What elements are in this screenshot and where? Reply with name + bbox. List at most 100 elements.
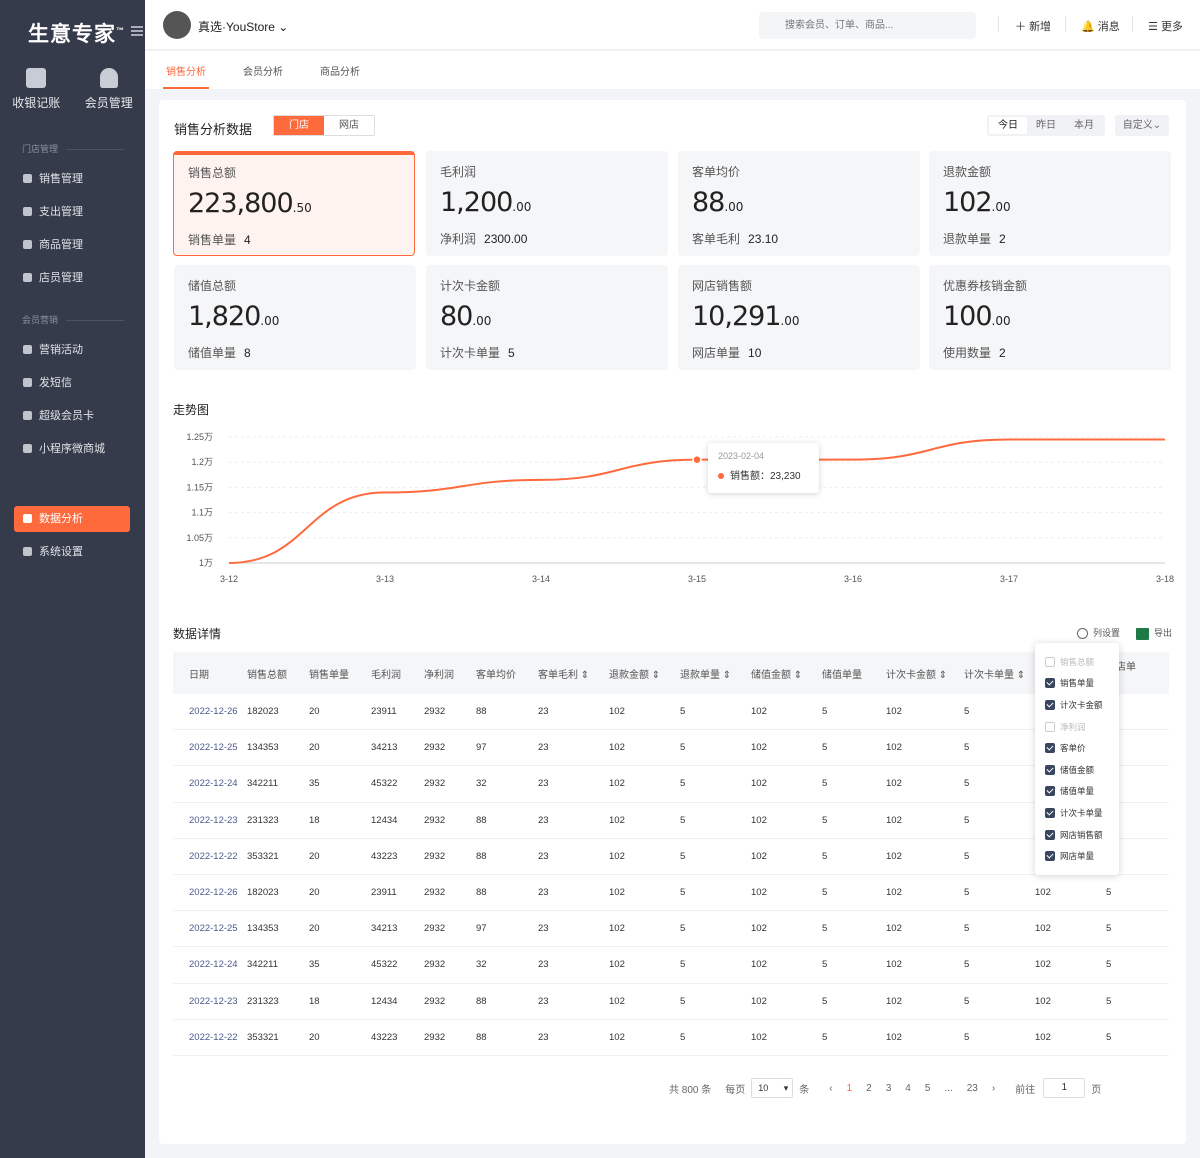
- search-input[interactable]: [759, 12, 976, 39]
- table-cell: 102: [609, 706, 625, 718]
- checkbox-icon[interactable]: [1045, 678, 1055, 689]
- table-cell: 43223: [371, 1031, 398, 1043]
- page-number[interactable]: 23: [966, 1082, 978, 1094]
- sidebar-item-sms[interactable]: 发短信: [14, 370, 130, 396]
- checkbox-icon[interactable]: [1045, 807, 1055, 818]
- column-option[interactable]: 客单价: [1045, 737, 1109, 759]
- stat-card[interactable]: 网店销售额 10,291.00 网店单量 10: [678, 265, 920, 370]
- checkbox-icon[interactable]: [1045, 851, 1055, 862]
- sidebar-item-sales[interactable]: 销售管理: [14, 166, 130, 192]
- messages-button[interactable]: 🔔 消息: [1081, 21, 1120, 33]
- column-header[interactable]: 退款单量 ⇕: [680, 669, 732, 681]
- page-number[interactable]: 3: [885, 1082, 892, 1094]
- sidebar-top-nav: 收银记账 会员管理: [0, 68, 145, 111]
- table-cell: 88: [476, 995, 487, 1007]
- next-page-button[interactable]: ›: [991, 1082, 996, 1094]
- table-cell: 102: [609, 742, 625, 754]
- sidebar-item-products[interactable]: 商品管理: [14, 232, 130, 258]
- sidebar-item-expense[interactable]: 支出管理: [14, 199, 130, 225]
- page-number[interactable]: 5: [924, 1082, 931, 1094]
- table-cell: 134353: [247, 923, 279, 935]
- table-cell: 5: [680, 850, 686, 862]
- column-settings-button[interactable]: 列设置: [1077, 626, 1120, 640]
- column-header[interactable]: 计次卡单量 ⇕: [964, 669, 1026, 681]
- sidebar-item-settings[interactable]: 系统设置: [14, 539, 130, 565]
- page-size-select[interactable]: 10 ▾: [751, 1078, 794, 1098]
- column-option[interactable]: 计次卡金额: [1045, 694, 1109, 716]
- column-option[interactable]: 网店销售额: [1045, 824, 1109, 846]
- channel-store[interactable]: 门店: [274, 116, 324, 135]
- stat-card[interactable]: 销售总额 223,800.50 销售单量 4: [173, 151, 415, 256]
- page-ellipsis[interactable]: ...: [944, 1082, 953, 1094]
- goto-page-input[interactable]: 1: [1043, 1078, 1086, 1098]
- table-cell: 20: [309, 850, 320, 862]
- prev-page-button[interactable]: ‹: [829, 1082, 833, 1094]
- sidebar-item-mini-shop[interactable]: 小程序微商城: [14, 436, 130, 462]
- x-tick-label: 3-18: [1156, 574, 1174, 584]
- column-option[interactable]: 储值单量: [1045, 781, 1109, 803]
- range-month[interactable]: 本月: [1074, 120, 1094, 131]
- checkbox-icon[interactable]: [1045, 656, 1055, 667]
- custom-range-dropdown[interactable]: 自定义⌄: [1115, 115, 1169, 136]
- more-button[interactable]: ☰ 更多: [1148, 21, 1183, 33]
- column-option[interactable]: 销售总额: [1045, 651, 1109, 673]
- sidebar-item-staff[interactable]: 店员管理: [14, 265, 130, 291]
- sidebar-item-analytics[interactable]: 数据分析: [14, 506, 130, 532]
- range-today[interactable]: 今日: [989, 117, 1027, 134]
- tab-member-analysis[interactable]: 会员分析: [243, 67, 283, 78]
- table-cell: 5: [680, 706, 686, 718]
- column-option[interactable]: 净利润: [1045, 716, 1109, 738]
- stat-card[interactable]: 储值总额 1,820.00 储值单量 8: [174, 265, 416, 370]
- checkbox-icon[interactable]: [1045, 764, 1055, 775]
- column-header[interactable]: 客单毛利 ⇕: [538, 669, 590, 681]
- column-option[interactable]: 销售单量: [1045, 673, 1109, 695]
- checkbox-icon[interactable]: [1045, 829, 1055, 840]
- table-cell: 23911: [371, 887, 397, 899]
- range-yesterday[interactable]: 昨日: [1036, 120, 1056, 131]
- tab-product-analysis[interactable]: 商品分析: [320, 67, 360, 78]
- column-option[interactable]: 计次卡单量: [1045, 802, 1109, 824]
- checkbox-icon[interactable]: [1045, 721, 1055, 732]
- checkbox-icon[interactable]: [1045, 743, 1055, 754]
- checkbox-icon[interactable]: [1045, 699, 1055, 710]
- menu-collapse-icon[interactable]: [131, 26, 143, 36]
- stat-card[interactable]: 计次卡金额 80.00 计次卡单量 5: [426, 265, 668, 370]
- checkbox-icon[interactable]: [1045, 786, 1055, 797]
- sidebar-item-vip-card[interactable]: 超级会员卡: [14, 403, 130, 429]
- column-header[interactable]: 退款金额 ⇕: [609, 669, 661, 681]
- page-number[interactable]: 2: [866, 1082, 872, 1094]
- page-number[interactable]: 1: [846, 1082, 853, 1094]
- card-icon: [23, 411, 32, 420]
- stat-card[interactable]: 退款金额 102.00 退款单量 2: [929, 151, 1171, 256]
- sidebar-top-members[interactable]: 会员管理: [73, 68, 146, 111]
- table-row: 2022-12-23 231323 18 12434 2932 88 23 102 5 102 5 1…: [173, 984, 1169, 1020]
- table-cell: 102: [751, 814, 767, 826]
- channel-online[interactable]: 网店: [339, 120, 359, 131]
- stat-card[interactable]: 客单均价 88.00 客单毛利 23.10: [678, 151, 920, 256]
- main-panel: 销售分析数据 门店 网店 今日 昨日 本月 自定义⌄ 销售总额 223,800.…: [159, 100, 1186, 1144]
- stat-card[interactable]: 优惠券核销金额 100.00 使用数量 2: [929, 265, 1171, 370]
- table-cell: 5: [680, 887, 686, 899]
- table-cell: 2932: [424, 959, 446, 971]
- table-cell: 102: [751, 850, 767, 862]
- table-cell: 20: [309, 706, 320, 718]
- column-header[interactable]: 计次卡金额 ⇕: [886, 669, 948, 681]
- column-option[interactable]: 网店单量: [1045, 845, 1109, 867]
- sidebar-top-cashier[interactable]: 收银记账: [0, 68, 73, 111]
- store-switcher[interactable]: 真选·YouStore ⌄: [198, 20, 289, 34]
- tooltip-value: 销售额：23,230: [718, 467, 809, 482]
- table-cell: 20: [309, 923, 320, 935]
- tab-sales-analysis[interactable]: 销售分析: [163, 63, 209, 89]
- column-option[interactable]: 储值金额: [1045, 759, 1109, 781]
- store-avatar[interactable]: [163, 11, 191, 39]
- brand-logo[interactable]: 生意专家™: [28, 23, 125, 46]
- sidebar-item-marketing[interactable]: 营销活动: [14, 337, 130, 363]
- export-button[interactable]: 导出: [1136, 626, 1172, 640]
- column-settings-popover: 销售总额 销售单量 计次卡金额 净利润 客单价 储值金额 储值单量 计次卡单量 网店销售额 网店单…: [1035, 643, 1119, 875]
- page-number[interactable]: 4: [905, 1082, 911, 1094]
- calculator-icon: [26, 68, 47, 88]
- table-cell: 5: [822, 995, 828, 1007]
- stat-card[interactable]: 毛利润 1,200.00 净利润 2300.00: [426, 151, 668, 256]
- column-header[interactable]: 储值金额 ⇕: [751, 669, 803, 681]
- add-button[interactable]: ＋ 新增: [1015, 21, 1052, 33]
